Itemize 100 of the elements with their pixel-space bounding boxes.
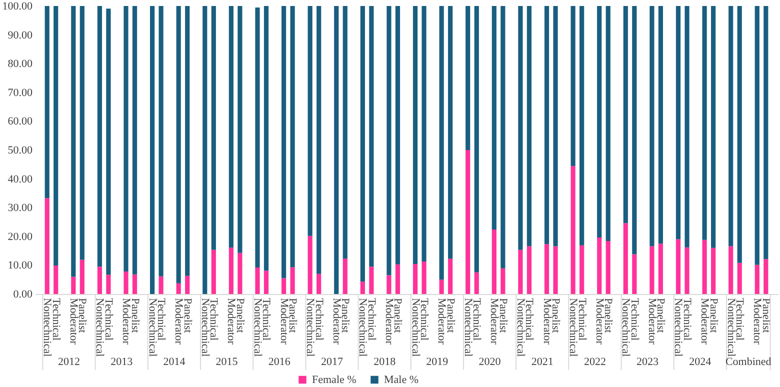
bar (658, 6, 664, 244)
bar (448, 6, 453, 259)
x-tick-label: Nontechnical (514, 298, 526, 357)
y-tick-label: 20.00 (8, 230, 33, 243)
bar (176, 6, 181, 284)
y-tick-label: 50.00 (8, 144, 33, 156)
y-tick-label: 40.00 (8, 173, 33, 186)
x-tick-label: Moderator (698, 298, 711, 345)
bar (737, 262, 742, 294)
bar (597, 6, 602, 238)
bar (150, 6, 155, 294)
bar (185, 276, 190, 294)
text: 2012 (58, 356, 80, 368)
text: 2021 (531, 356, 554, 368)
x-tick-label: Nontechnical (251, 298, 264, 357)
bar (44, 6, 50, 198)
bar (360, 282, 365, 294)
bar (544, 244, 550, 294)
bar (492, 6, 496, 230)
text: 2023 (636, 356, 660, 368)
x-tick-label: Moderator (330, 298, 342, 345)
bar (474, 272, 479, 294)
bar (395, 264, 400, 294)
bar (386, 275, 392, 294)
bar (658, 244, 664, 294)
bar (106, 8, 111, 275)
x-tick-label: Moderator (436, 298, 448, 345)
text: 2014 (163, 356, 186, 368)
bar (711, 6, 716, 248)
bar (281, 6, 286, 278)
x-tick-label: Nontechnical (94, 298, 106, 357)
x-tick-label: Moderator (382, 298, 395, 345)
bar (754, 264, 760, 294)
bar (290, 6, 295, 268)
y-tick-label: 80.00 (8, 58, 33, 70)
bar (264, 6, 269, 271)
x-tick-label: Nontechnical (620, 298, 632, 357)
text: 2020 (478, 356, 502, 368)
bar (97, 266, 102, 294)
text: 2013 (110, 356, 134, 368)
bar (553, 246, 558, 294)
text: 2015 (216, 356, 238, 368)
bar (202, 6, 208, 294)
bar (764, 259, 768, 294)
bar (518, 250, 523, 294)
bar (650, 246, 654, 294)
x-tick-label: Moderator (646, 298, 658, 345)
bar (281, 278, 286, 294)
bar (412, 264, 418, 294)
bar (439, 280, 444, 294)
bar (553, 6, 558, 246)
bar (632, 6, 637, 254)
bar (316, 6, 322, 274)
bar (580, 245, 584, 294)
x-tick-label: Nontechnical (146, 298, 158, 357)
bar (422, 6, 426, 262)
x-tick-label: Nontechnical (304, 298, 316, 357)
bar (264, 270, 269, 294)
bar (439, 6, 444, 280)
y-tick-label: 90.00 (8, 29, 33, 42)
bar (754, 6, 760, 265)
bar (518, 6, 523, 250)
bar (228, 248, 234, 294)
bar (124, 272, 128, 294)
bar (684, 6, 690, 248)
bar (211, 6, 216, 250)
x-tick-label: Nontechnical (41, 298, 54, 357)
y-tick-label: 10.00 (8, 260, 33, 272)
x-tick-label: Nontechnical (356, 298, 369, 357)
bar (500, 268, 506, 294)
x-tick-label: Moderator (540, 298, 553, 345)
x-tick-label: Nontechnical (672, 298, 684, 357)
bar (623, 223, 628, 294)
x-tick-label: Nontechnical (409, 298, 422, 357)
bar (386, 6, 392, 276)
text: 2016 (268, 356, 291, 368)
bar (412, 6, 418, 264)
bar (728, 6, 734, 246)
x-tick-label: Moderator (67, 298, 80, 345)
x-tick-label: Moderator (278, 298, 290, 345)
x-tick-label: Moderator (120, 298, 132, 345)
legend-label: Male % (384, 374, 419, 386)
bar (526, 246, 532, 294)
bar (132, 274, 138, 294)
bar (228, 6, 234, 248)
bar (606, 6, 610, 242)
legend-label: Female % (312, 374, 356, 386)
x-tick-label: Nontechnical (198, 298, 211, 357)
y-tick-label: 0.00 (13, 288, 33, 300)
bar (158, 276, 164, 294)
bar (132, 6, 138, 274)
bar (448, 258, 453, 294)
bar (570, 6, 576, 166)
bar (369, 266, 374, 294)
bar (466, 150, 470, 294)
bar (308, 236, 312, 294)
bar (124, 6, 128, 272)
bar (544, 6, 550, 244)
x-tick-label: Moderator (751, 298, 764, 345)
bar (526, 6, 532, 246)
